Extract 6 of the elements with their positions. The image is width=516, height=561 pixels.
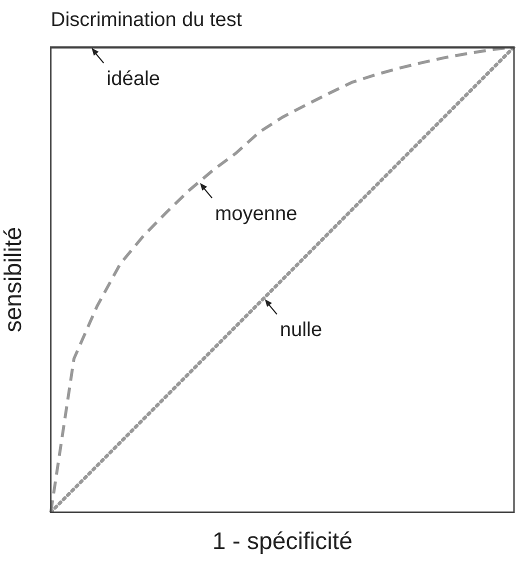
- x-axis-title: 1 - spécificité: [212, 528, 352, 556]
- annotation: nulle: [280, 319, 322, 342]
- annotation: idéale: [106, 68, 160, 90]
- y-axis-title: sensibilité: [0, 226, 28, 332]
- chart-title: Discrimination du test: [50, 9, 242, 31]
- annotation: moyenne: [215, 203, 298, 225]
